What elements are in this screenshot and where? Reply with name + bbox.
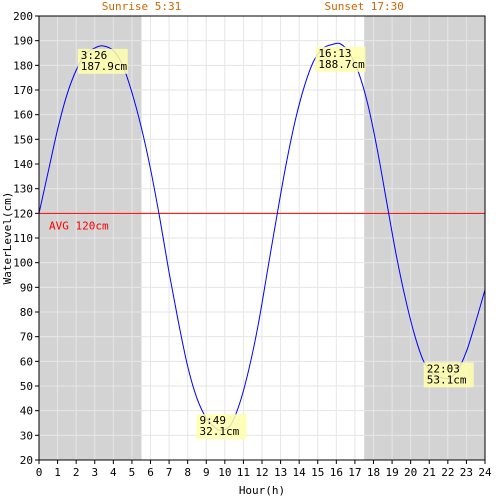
x-tick-label: 11	[237, 466, 250, 479]
y-tick-label: 50	[20, 380, 33, 393]
x-tick-label: 15	[311, 466, 324, 479]
y-tick-label: 110	[13, 232, 33, 245]
annotation-level: 53.1cm	[427, 373, 467, 386]
axes-group: 0 1 2 3 4 5 6 7 8 9 10 11 12 13 14 15 16 17 18 19 20 21 22 23 24…	[13, 10, 492, 479]
y-tick-label: 130	[13, 183, 33, 196]
annotation-level: 188.7cm	[318, 58, 365, 71]
y-tick-label: 150	[13, 133, 33, 146]
x-tick-label: 10	[218, 466, 231, 479]
y-tick-label: 60	[20, 355, 33, 368]
y-tick-label: 140	[13, 158, 33, 171]
y-tick-label: 170	[13, 84, 33, 97]
x-tick-label: 9	[203, 466, 210, 479]
grid-lines	[39, 16, 485, 460]
x-tick-label: 0	[36, 466, 43, 479]
y-tick-label: 160	[13, 109, 33, 122]
y-tick-label: 120	[13, 207, 33, 220]
annotation-time: 16:13	[318, 47, 351, 60]
x-tick-label: 6	[147, 466, 154, 479]
annotation-time: 22:03	[427, 362, 460, 375]
y-tick-label: 30	[20, 429, 33, 442]
annotation-time: 3:26	[81, 49, 108, 62]
x-tick-label: 4	[110, 466, 117, 479]
x-tick-label: 18	[367, 466, 380, 479]
x-tick-label: 16	[330, 466, 343, 479]
x-axis-label: Hour(h)	[239, 484, 285, 497]
y-axis-label: WaterLevel(cm)	[1, 192, 14, 285]
y-tick-label: 40	[20, 405, 33, 418]
y-tick-label: 100	[13, 257, 33, 270]
x-tick-label: 24	[478, 466, 492, 479]
annotation-box	[423, 362, 474, 388]
y-tick-label: 20	[20, 454, 33, 467]
annotation-level: 32.1cm	[199, 425, 239, 438]
sunrise-label: Sunrise 5:31	[102, 0, 181, 13]
x-tick-label: 2	[73, 466, 80, 479]
y-tick-label: 190	[13, 35, 33, 48]
x-tick-label: 13	[274, 466, 287, 479]
average-line-group: AVG 120cm	[39, 212, 485, 232]
y-tick-label: 200	[13, 10, 33, 23]
x-tick-label: 5	[129, 466, 136, 479]
x-tick-label: 17	[348, 466, 361, 479]
y-tick-label: 180	[13, 59, 33, 72]
x-tick-label: 14	[293, 466, 307, 479]
annotation-box	[196, 414, 247, 440]
y-tick-label: 70	[20, 331, 33, 344]
annotation-box	[315, 46, 366, 72]
x-tick-label: 23	[460, 466, 473, 479]
x-tick-label: 21	[423, 466, 436, 479]
annotation-box	[77, 48, 128, 74]
y-tick-label: 80	[20, 306, 33, 319]
x-tick-label: 19	[385, 466, 398, 479]
x-tick-label: 3	[91, 466, 98, 479]
y-tick-label: 90	[20, 281, 33, 294]
sunset-label: Sunset 17:30	[324, 0, 403, 13]
x-tick-label: 7	[166, 466, 173, 479]
x-tick-label: 1	[54, 466, 61, 479]
annotation-level: 187.9cm	[81, 60, 128, 73]
x-tick-label: 22	[441, 466, 454, 479]
annotation-time: 9:49	[199, 414, 226, 427]
x-tick-label: 20	[404, 466, 417, 479]
axis-labels-group: Sunrise 5:31 Sunset 17:30 Hour(h) WaterL…	[1, 0, 404, 497]
x-tick-label: 12	[255, 466, 268, 479]
average-label: AVG 120cm	[49, 219, 109, 232]
x-tick-label: 8	[184, 466, 191, 479]
